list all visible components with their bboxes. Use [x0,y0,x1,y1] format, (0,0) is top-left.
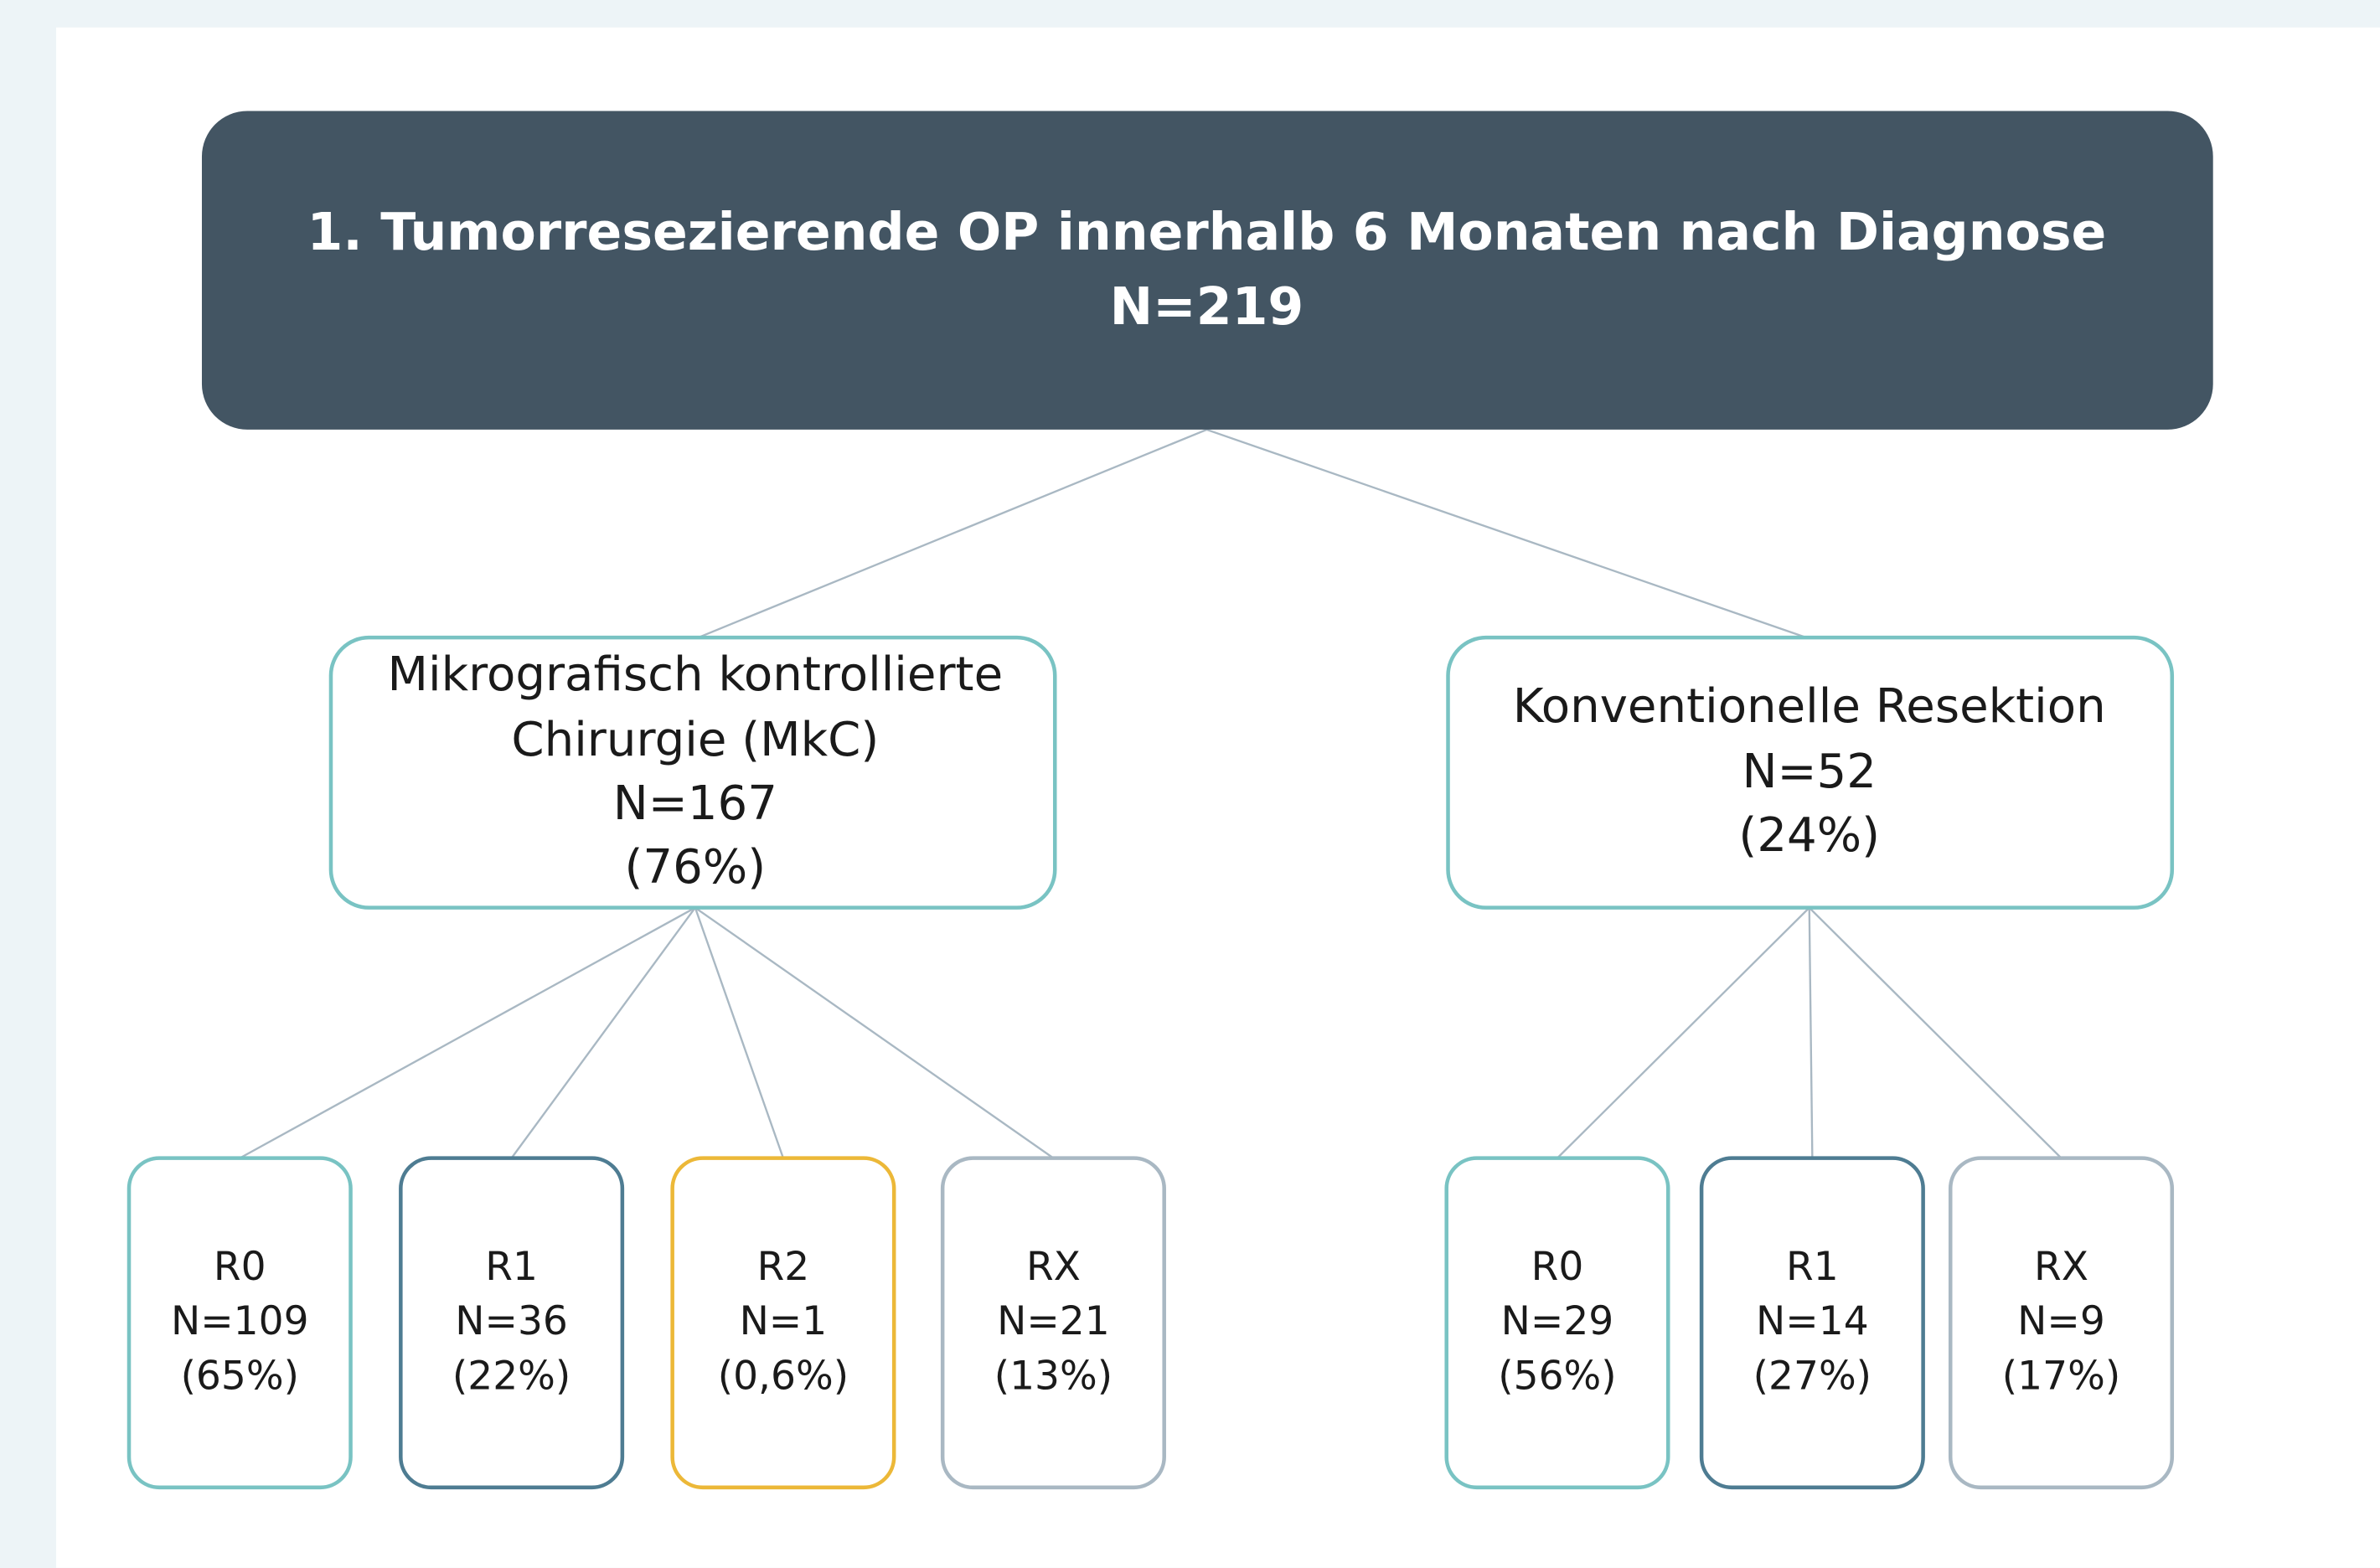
node-text: (24%) [1738,808,1880,863]
node-text: RX [2034,1244,2088,1290]
node-text: (22%) [452,1353,570,1399]
leaf-box [1444,1156,1670,1490]
connector [1808,907,1814,1158]
node-text: (65%) [181,1353,299,1399]
node-text: (13%) [994,1353,1113,1399]
node-text: N=29 [1501,1298,1614,1344]
leaf-box [940,1156,1166,1490]
connector [698,428,1207,639]
node-text: N=36 [455,1298,568,1344]
leaf-box [1699,1156,1925,1490]
node-text: 1. Tumorresezierende OP innerhalb 6 Mona… [307,202,2107,262]
node-text: (76%) [625,840,767,895]
node-text: N=14 [1756,1298,1869,1344]
connector [1557,906,1810,1159]
leaf-box [126,1156,353,1490]
node-text: (56%) [1498,1353,1616,1399]
root-box [201,111,2213,430]
leaf-box [670,1156,896,1490]
connector [694,907,785,1159]
node-text: (17%) [2002,1353,2120,1399]
node-text: Konventionelle Resektion [1513,679,2106,734]
node-text: R1 [485,1244,538,1290]
connector [239,906,696,1159]
connector [1206,428,1807,639]
node-text: N=1 [740,1298,828,1344]
node-text: N=21 [997,1298,1110,1344]
node-text: R1 [1786,1244,1839,1290]
node-text: (0,6%) [718,1353,849,1399]
node-text: (27%) [1753,1353,1871,1399]
leaf-box [399,1156,625,1490]
node-text: N=9 [2017,1298,2105,1344]
node-text: N=167 [613,776,777,831]
node-text: R2 [757,1244,810,1290]
node-text: Chirurgie (MkC) [511,713,879,767]
branch-box [328,635,1057,910]
node-text: N=219 [1110,276,1304,337]
node-text: N=109 [171,1298,309,1344]
node-text: Mikrografisch kontrollierte [388,647,1004,702]
branch-box [1446,635,2175,910]
connector [694,906,1055,1159]
connector [510,906,696,1159]
connector [1808,906,2062,1159]
node-text: RX [1026,1244,1081,1290]
node-text: R0 [214,1244,266,1290]
leaf-box [1948,1156,2175,1490]
node-text: R0 [1531,1244,1584,1290]
node-text: N=52 [1742,745,1877,799]
